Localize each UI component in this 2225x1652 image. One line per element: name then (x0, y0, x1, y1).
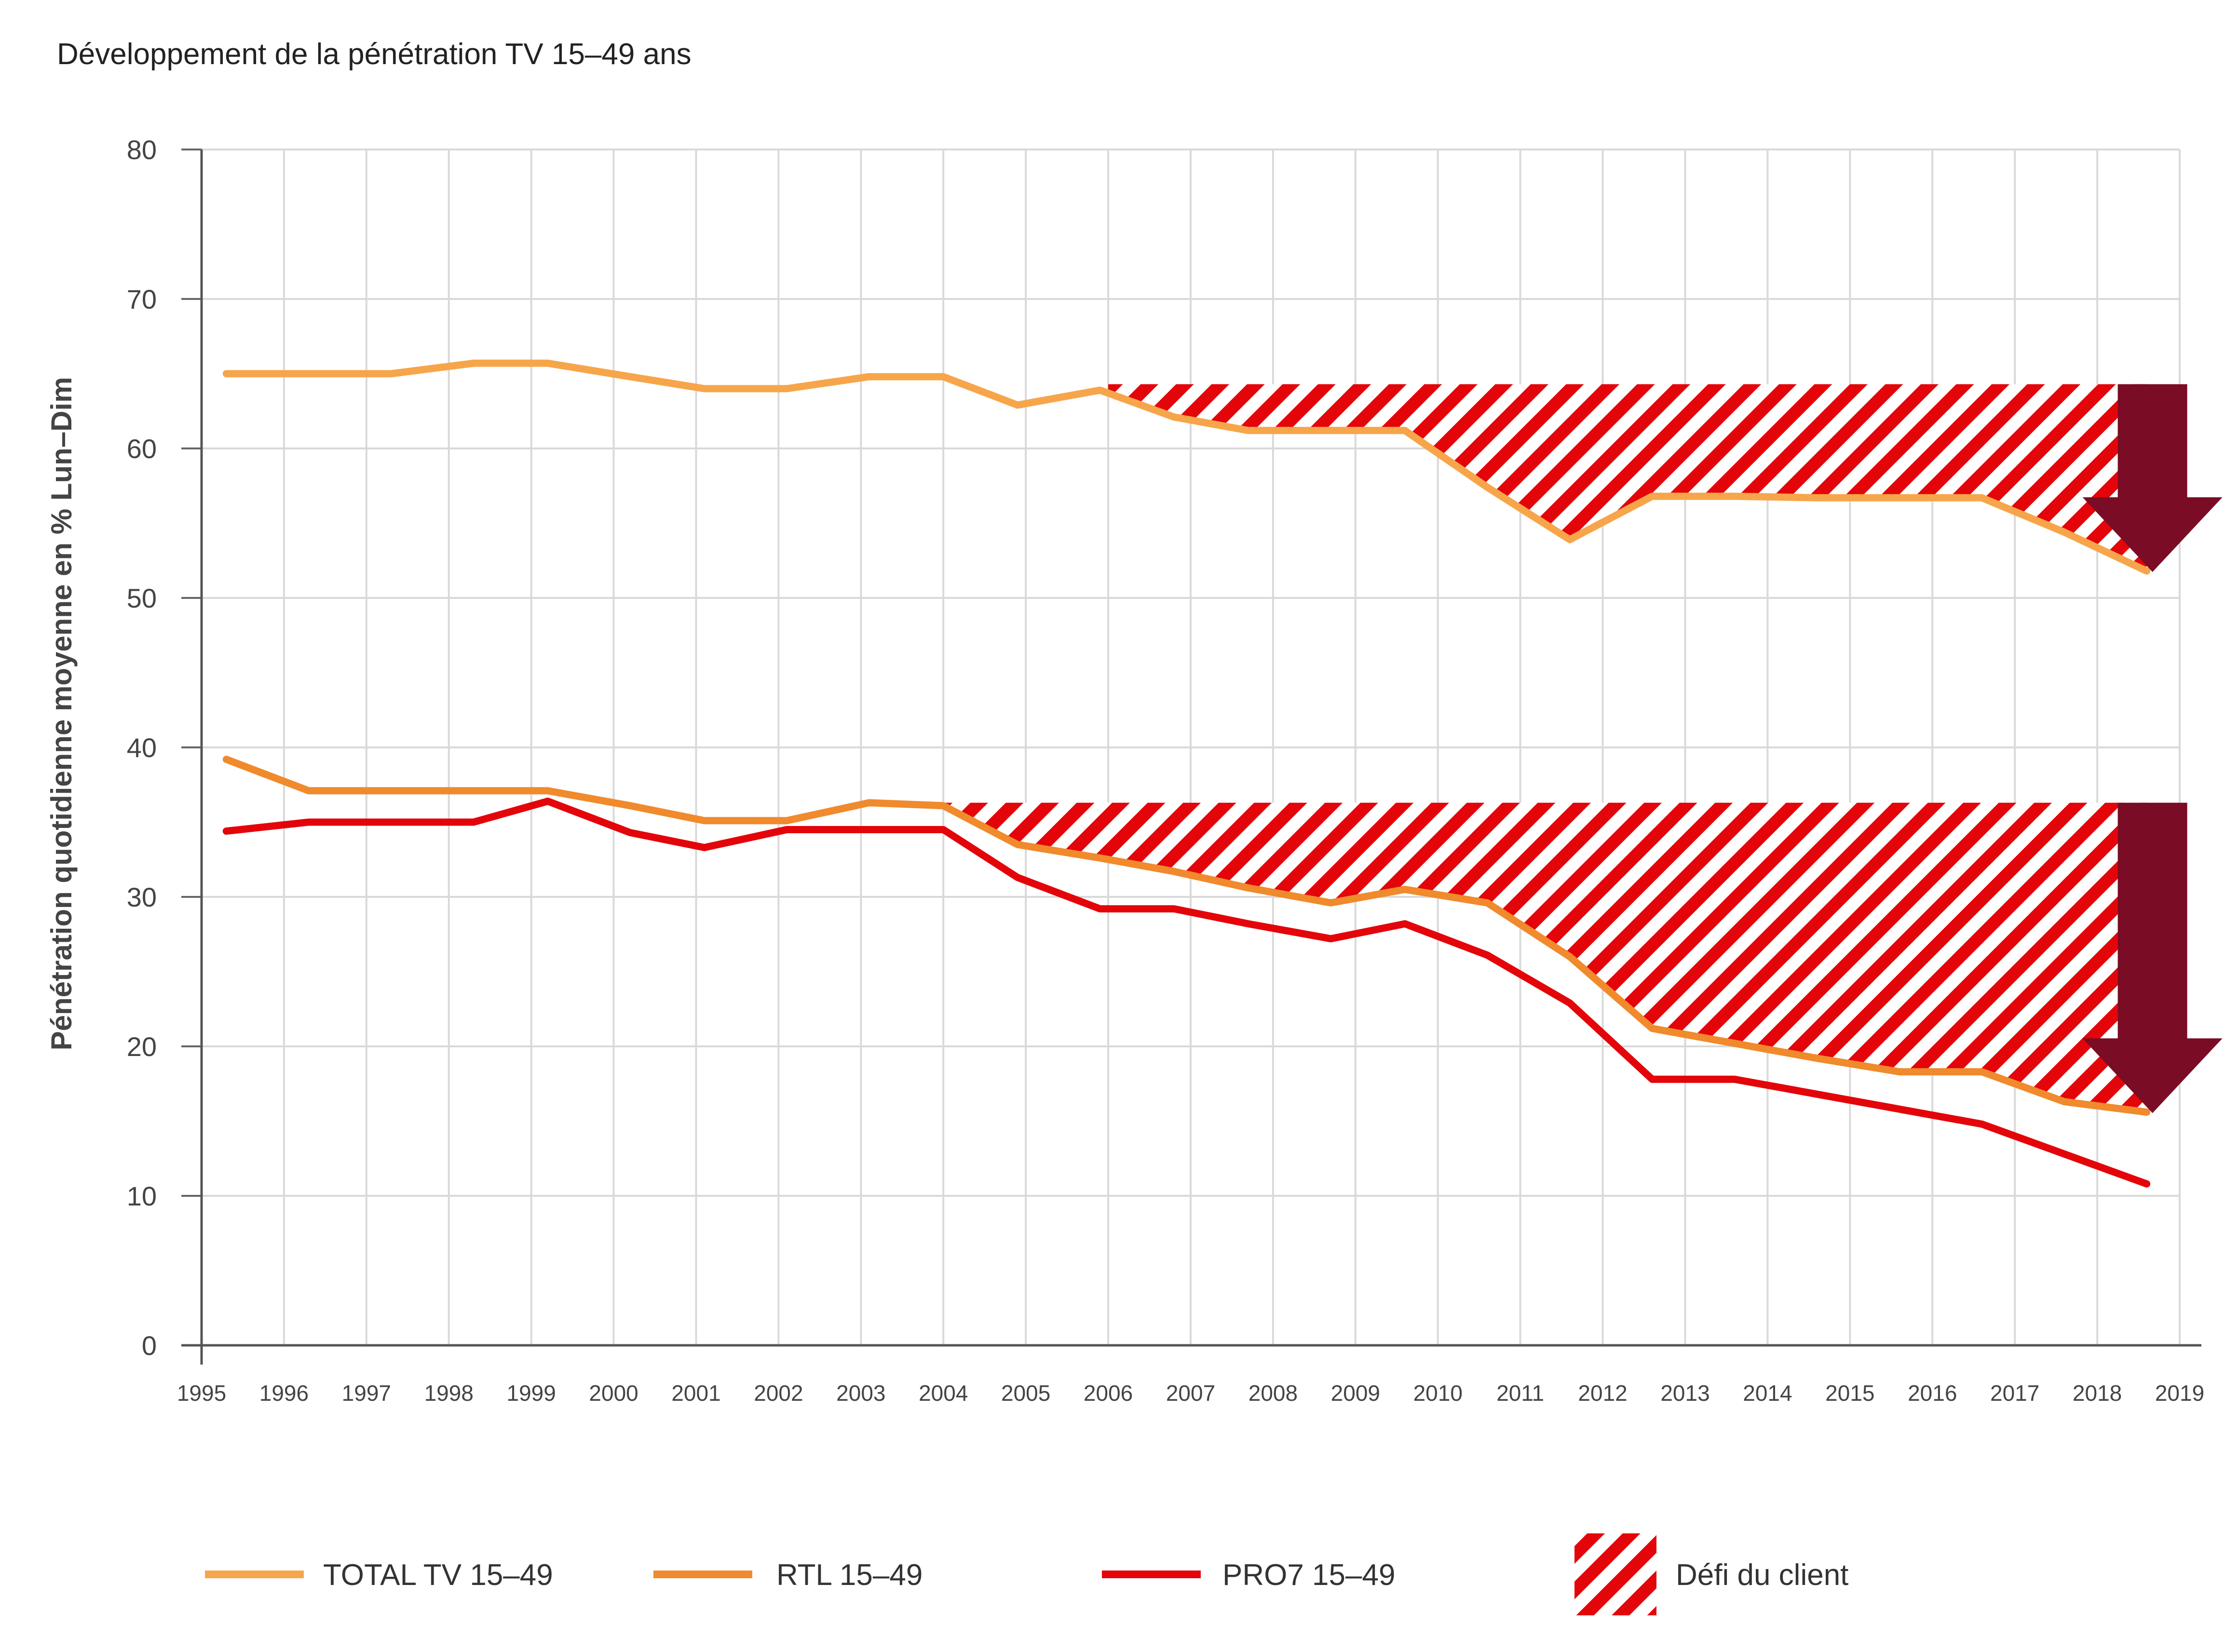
challenge-area-hatch (1108, 384, 2147, 571)
xtick-label: 1999 (506, 1381, 556, 1406)
series-line-pro7 (222, 798, 2151, 1188)
ytick-label: 30 (127, 882, 157, 912)
xtick-label: 2008 (1248, 1381, 1298, 1406)
xtick-label: 2005 (1001, 1381, 1050, 1406)
grid (202, 149, 2181, 1346)
decline-arrows (2082, 384, 2223, 1113)
ytick-label: 20 (127, 1031, 157, 1062)
xtick-label: 2004 (919, 1381, 968, 1406)
xtick-label: 2003 (836, 1381, 885, 1406)
xtick-label: 2016 (1908, 1381, 1957, 1406)
xtick-label: 2002 (754, 1381, 803, 1406)
xtick-label: 1996 (259, 1381, 309, 1406)
legend-item-pro7: PRO7 15–49 (1102, 1558, 1395, 1592)
ytick-label: 60 (127, 433, 157, 464)
xtick-label: 1995 (177, 1381, 226, 1406)
ytick-label: 40 (127, 732, 157, 763)
challenge-areas (943, 384, 2147, 1112)
ytick-label: 50 (127, 583, 157, 613)
challenge-area-hatch (943, 802, 2147, 1112)
xtick-label: 2009 (1331, 1381, 1380, 1406)
series-lines (222, 359, 2151, 1188)
xtick-label: 2012 (1578, 1381, 1627, 1406)
ytick-label: 70 (127, 284, 157, 314)
xtick-label: 1997 (342, 1381, 391, 1406)
xtick-label: 2015 (1825, 1381, 1874, 1406)
xtick-label: 2007 (1166, 1381, 1215, 1406)
legend-label-total-tv: TOTAL TV 15–49 (323, 1558, 553, 1592)
legend-swatch-hatch (1574, 1533, 1656, 1615)
legend-item-rtl: RTL 15–49 (653, 1558, 923, 1592)
ytick-label: 10 (127, 1181, 157, 1211)
y-axis-label: Pénétration quotidienne moyenne en % Lun… (45, 377, 78, 1051)
chart-title: Développement de la pénétration TV 15–49… (57, 38, 692, 71)
series-line-rtl (222, 756, 2151, 1116)
legend-label-challenge: Défi du client (1676, 1558, 1848, 1592)
xtick-label: 2014 (1743, 1381, 1792, 1406)
legend-label-pro7: PRO7 15–49 (1222, 1558, 1395, 1592)
xtick-label: 2011 (1496, 1381, 1544, 1406)
ytick-label: 80 (127, 135, 157, 165)
ytick-label: 0 (142, 1330, 157, 1361)
decline-arrow-icon (2082, 384, 2223, 572)
xtick-label: 2006 (1084, 1381, 1133, 1406)
xtick-label: 2018 (2073, 1381, 2122, 1406)
xtick-label: 2019 (2155, 1381, 2204, 1406)
series-line-total (222, 359, 2151, 575)
xtick-label: 2010 (1413, 1381, 1463, 1406)
legend: TOTAL TV 15–49 RTL 15–49 PRO7 15–49 Défi… (205, 1533, 1848, 1615)
axes: 0 10 20 30 40 50 60 70 80 1995 1996 1997 1998 1999 200… (127, 135, 2204, 1406)
xtick-label: 2013 (1660, 1381, 1709, 1406)
xtick-label: 1998 (424, 1381, 474, 1406)
legend-label-rtl: RTL 15–49 (776, 1558, 923, 1592)
xtick-label: 2000 (589, 1381, 638, 1406)
legend-item-total-tv: TOTAL TV 15–49 (205, 1558, 553, 1592)
xtick-label: 2017 (1990, 1381, 2039, 1406)
decline-arrow-icon (2082, 802, 2223, 1113)
xtick-label: 2001 (671, 1381, 720, 1406)
legend-item-challenge: Défi du client (1574, 1533, 1848, 1615)
